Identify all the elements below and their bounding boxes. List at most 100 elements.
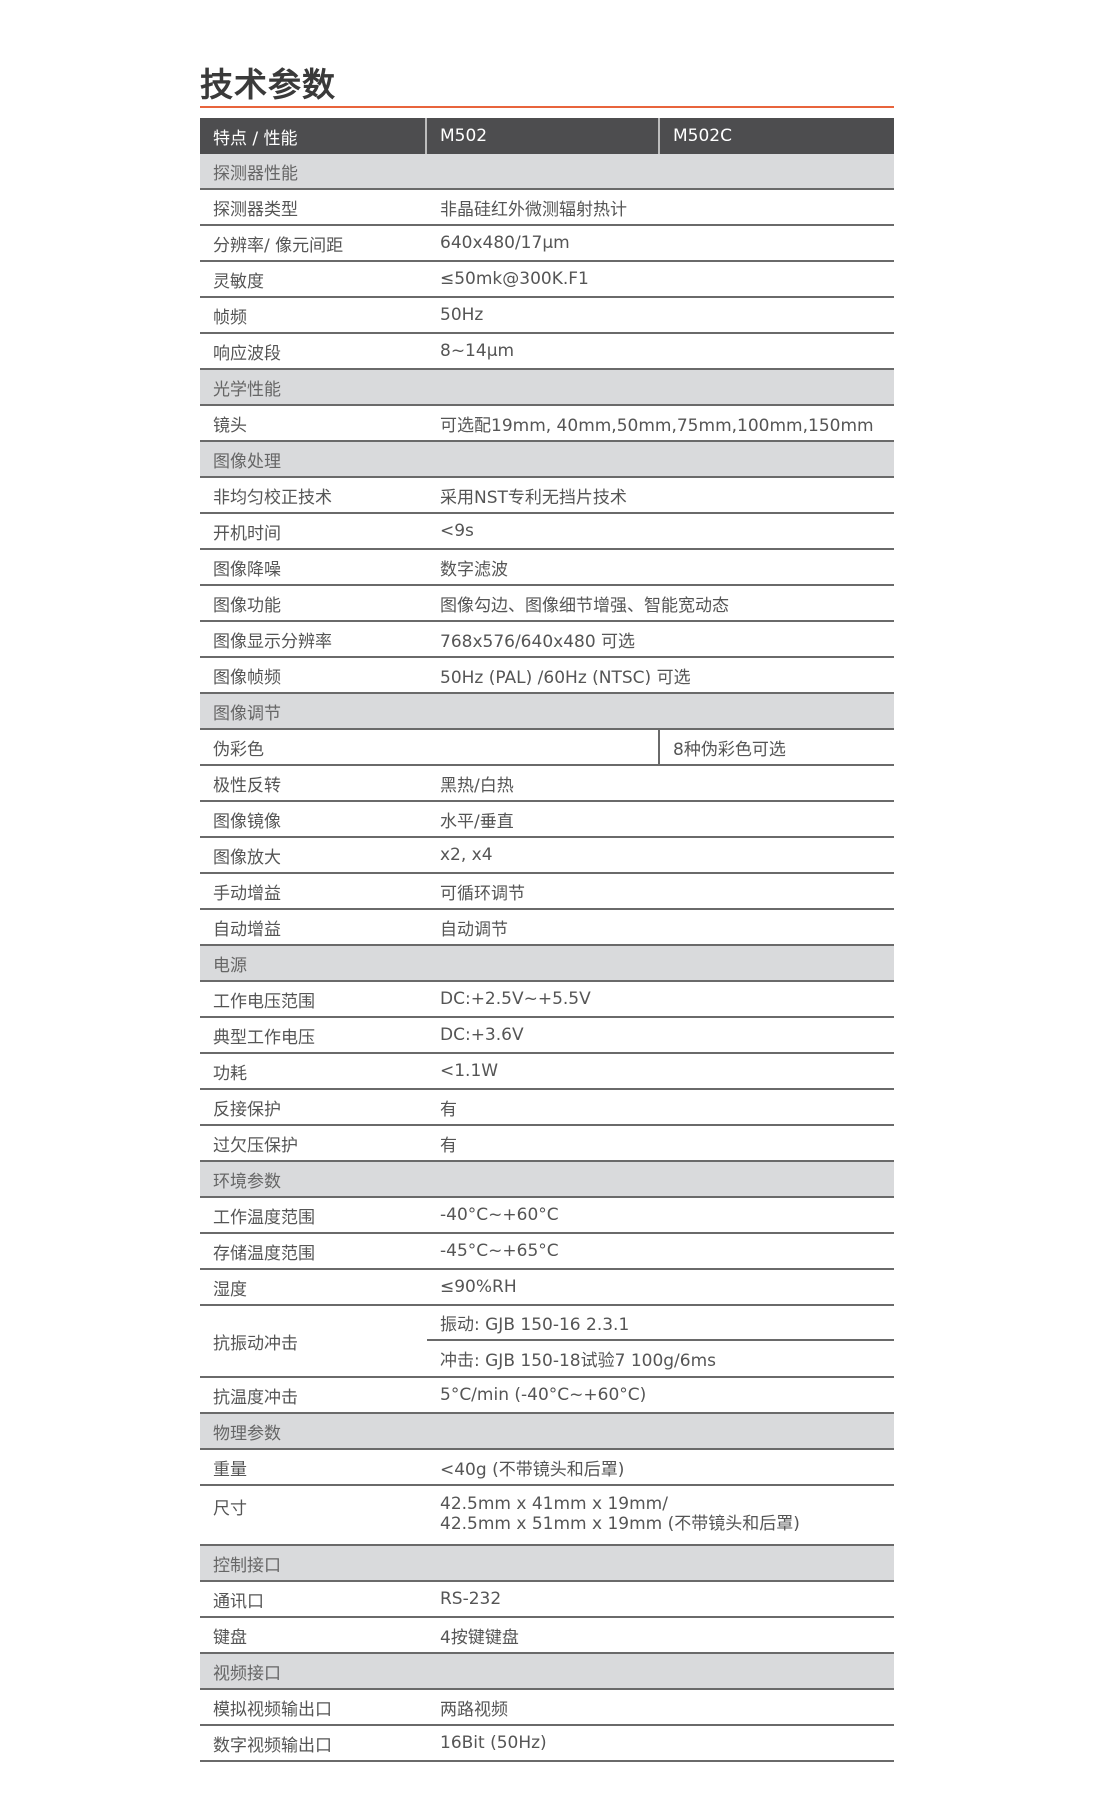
row-value: 8~14µm <box>440 341 515 361</box>
row-label: 自动增益 <box>213 919 281 940</box>
section-label: 图像处理 <box>213 451 281 472</box>
row-value: 50Hz <box>440 305 484 325</box>
table-row: 数字视频输出口 16Bit (50Hz) <box>200 1726 894 1762</box>
row-label: 过欠压保护 <box>213 1135 298 1156</box>
row-value: x2, x4 <box>440 845 493 865</box>
table-row: 图像功能 图像勾边、图像细节增强、智能宽动态 <box>200 586 894 622</box>
spec-table: 特点 / 性能 M502 M502C 探测器性能 探测器类型 非晶硅红外微测辐射热计… <box>200 118 894 1762</box>
section-row: 图像调节 <box>200 694 894 730</box>
row-value: 640x480/17µm <box>440 233 570 253</box>
table-row: 反接保护 有 <box>200 1090 894 1126</box>
row-label: 存储温度范围 <box>213 1243 315 1264</box>
row-label: 手动增益 <box>213 883 281 904</box>
row-value-line: 42.5mm x 41mm x 19mm/ <box>440 1494 668 1514</box>
row-label: 工作温度范围 <box>213 1207 315 1228</box>
table-row: 图像降噪 数字滤波 <box>200 550 894 586</box>
table-row: 灵敏度 ≤50mk@300K.F1 <box>200 262 894 298</box>
table-row: 图像显示分辨率 768x576/640x480 可选 <box>200 622 894 658</box>
row-value: 非晶硅红外微测辐射热计 <box>440 199 627 220</box>
table-row: 功耗 <1.1W <box>200 1054 894 1090</box>
row-value: 4按键键盘 <box>440 1627 519 1648</box>
section-label: 光学性能 <box>213 379 281 400</box>
row-value: 振动: GJB 150-16 2.3.1 <box>427 1306 894 1342</box>
row-value: 可选配19mm, 40mm,50mm,75mm,100mm,150mm <box>440 415 874 436</box>
table-row: 键盘 4按键键盘 <box>200 1618 894 1654</box>
table-row: 图像帧频 50Hz (PAL) /60Hz (NTSC) 可选 <box>200 658 894 694</box>
table-row: 典型工作电压 DC:+3.6V <box>200 1018 894 1054</box>
row-values: 振动: GJB 150-16 2.3.1 冲击: GJB 150-18试验7 10… <box>427 1306 894 1376</box>
section-label: 图像调节 <box>213 703 281 724</box>
row-label: 工作电压范围 <box>213 991 315 1012</box>
section-row: 光学性能 <box>200 370 894 406</box>
section-row: 视频接口 <box>200 1654 894 1690</box>
table-row: 非均匀校正技术 采用NST专利无挡片技术 <box>200 478 894 514</box>
row-label: 湿度 <box>213 1279 247 1300</box>
row-value: <9s <box>440 521 474 541</box>
row-value: 42.5mm x 41mm x 19mm/42.5mm x 51mm x 19m… <box>427 1486 894 1544</box>
section-label: 环境参数 <box>213 1171 281 1192</box>
row-value-m502 <box>427 730 660 764</box>
table-row: 工作电压范围 DC:+2.5V~+5.5V <box>200 982 894 1018</box>
row-value: <40g (不带镜头和后罩) <box>440 1459 625 1480</box>
row-label: 尺寸 <box>213 1499 247 1519</box>
row-value-line: 42.5mm x 51mm x 19mm (不带镜头和后罩) <box>440 1514 800 1534</box>
row-value: DC:+2.5V~+5.5V <box>440 989 591 1009</box>
section-row: 图像处理 <box>200 442 894 478</box>
table-row: 极性反转 黑热/白热 <box>200 766 894 802</box>
row-label: 探测器类型 <box>213 199 298 220</box>
table-row: 尺寸 42.5mm x 41mm x 19mm/42.5mm x 51mm x 1… <box>200 1486 894 1546</box>
row-value: 水平/垂直 <box>440 811 514 832</box>
section-label: 电源 <box>213 955 247 976</box>
row-label: 抗振动冲击 <box>213 1333 298 1354</box>
section-label: 物理参数 <box>213 1423 281 1444</box>
row-label: 图像镜像 <box>213 811 281 832</box>
table-row: 分辨率/ 像元间距 640x480/17µm <box>200 226 894 262</box>
section-row: 物理参数 <box>200 1414 894 1450</box>
header-feature: 特点 / 性能 <box>200 118 427 154</box>
row-value: 自动调节 <box>440 919 508 940</box>
row-label: 键盘 <box>213 1627 247 1648</box>
section-label: 探测器性能 <box>213 163 298 184</box>
row-value: 数字滤波 <box>440 559 508 580</box>
table-row: 抗振动冲击 振动: GJB 150-16 2.3.1 冲击: GJB 150-18试… <box>200 1306 894 1378</box>
row-value: 两路视频 <box>440 1699 508 1720</box>
row-value: 768x576/640x480 可选 <box>440 631 636 652</box>
header-m502: M502 <box>427 118 660 154</box>
row-label: 通讯口 <box>213 1591 264 1612</box>
table-row: 湿度 ≤90%RH <box>200 1270 894 1306</box>
row-label: 数字视频输出口 <box>213 1735 332 1756</box>
row-label: 分辨率/ 像元间距 <box>213 235 344 256</box>
table-row: 重量 <40g (不带镜头和后罩) <box>200 1450 894 1486</box>
table-row: 帧频 50Hz <box>200 298 894 334</box>
row-label: 伪彩色 <box>213 739 264 760</box>
row-label: 开机时间 <box>213 523 281 544</box>
table-row: 模拟视频输出口 两路视频 <box>200 1690 894 1726</box>
row-label: 灵敏度 <box>213 271 264 292</box>
table-body: 探测器性能探测器类型 非晶硅红外微测辐射热计分辨率/ 像元间距 640x480/17… <box>200 154 894 1762</box>
table-row: 图像放大 x2, x4 <box>200 838 894 874</box>
table-row: 抗温度冲击 5°C/min (-40°C~+60°C) <box>200 1378 894 1414</box>
row-value: ≤50mk@300K.F1 <box>440 269 589 289</box>
section-row: 探测器性能 <box>200 154 894 190</box>
row-value: 5°C/min (-40°C~+60°C) <box>440 1385 647 1405</box>
row-value: 有 <box>440 1099 457 1120</box>
row-label: 帧频 <box>213 307 247 328</box>
row-value: -40°C~+60°C <box>440 1205 559 1225</box>
table-row: 开机时间 <9s <box>200 514 894 550</box>
row-label: 功耗 <box>213 1063 247 1084</box>
row-value: ≤90%RH <box>440 1277 517 1297</box>
row-label: 图像显示分辨率 <box>213 631 332 652</box>
row-value: 16Bit (50Hz) <box>440 1733 547 1753</box>
table-row: 镜头 可选配19mm, 40mm,50mm,75mm,100mm,150mm <box>200 406 894 442</box>
section-label: 控制接口 <box>213 1555 281 1576</box>
row-label: 图像降噪 <box>213 559 281 580</box>
row-label: 非均匀校正技术 <box>213 487 332 508</box>
table-row: 通讯口 RS-232 <box>200 1582 894 1618</box>
row-label: 图像功能 <box>213 595 281 616</box>
row-value: 黑热/白热 <box>440 775 514 796</box>
row-value: 采用NST专利无挡片技术 <box>440 487 627 508</box>
table-row: 工作温度范围 -40°C~+60°C <box>200 1198 894 1234</box>
section-row: 电源 <box>200 946 894 982</box>
row-value: <1.1W <box>440 1061 499 1081</box>
row-label: 抗温度冲击 <box>213 1387 298 1408</box>
